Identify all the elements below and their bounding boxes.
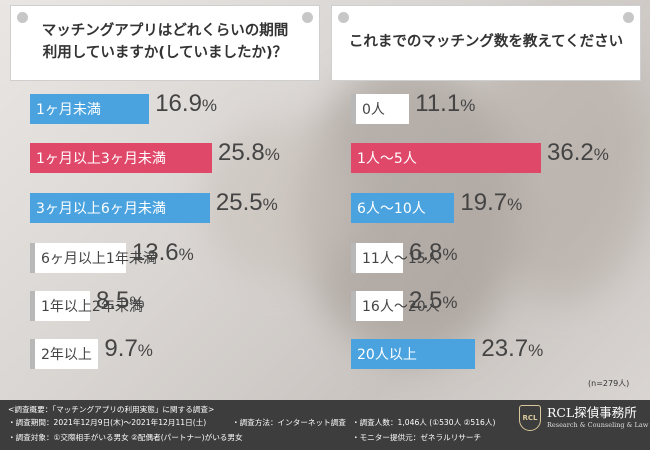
pin-icon <box>623 12 634 23</box>
category-label: 1年以上2年未満 <box>41 299 143 315</box>
company-tagline: Research & Counseling & Law <box>547 420 649 429</box>
bar: 6ヶ月以上1年未満 <box>30 243 157 273</box>
survey-title: <調査概要：「マッチングアプリの利用実態」に関する調査> <box>8 405 215 414</box>
value-label: 8.5% <box>95 287 145 314</box>
category-label: 16人～20人 <box>362 299 440 315</box>
bar: 11人～15人 <box>351 243 440 273</box>
value-label: 19.7% <box>460 189 523 216</box>
survey-target: ・調査対象：①交際相手がいる男女 ②配偶者(パートナー)がいる男女 <box>8 433 243 442</box>
value-label: 13.6% <box>131 239 194 266</box>
category-label: 6人～10人 <box>357 201 426 217</box>
category-label: 0人 <box>362 102 385 118</box>
value-label: 25.5% <box>215 189 278 216</box>
survey-monitor: ・モニター提供元：ゼネラルリサーチ <box>352 433 482 442</box>
value-label: 9.7% <box>104 335 153 362</box>
pin-icon <box>302 12 313 23</box>
survey-count: ・調査人数：1,046人 (①530人 ②516人) <box>352 418 496 427</box>
survey-method: ・調査方法：インターネット調査 <box>232 418 346 427</box>
category-label: 20人以上 <box>357 347 417 363</box>
bar: 20人以上 <box>351 339 476 369</box>
pin-icon <box>17 12 28 23</box>
sample-size-note: (n=279人) <box>588 379 630 388</box>
chart-2-title-text: これまでのマッチング数を教えてください <box>348 34 624 51</box>
bar: 1人～5人 <box>351 143 541 173</box>
pin-icon <box>338 12 349 23</box>
category-label: 6ヶ月以上1年未満 <box>41 251 157 267</box>
chart-2-title: これまでのマッチング数を教えてください <box>331 5 641 81</box>
category-label: 11人～15人 <box>362 251 440 267</box>
category-label: 1ヶ月未満 <box>36 102 101 118</box>
value-label: 36.2% <box>547 139 609 166</box>
company-name: RCL探偵事務所 <box>547 405 637 421</box>
value-label: 23.7% <box>481 335 544 362</box>
value-label: 2.5% <box>409 287 458 314</box>
category-label: 1ヶ月以上3ヶ月未満 <box>36 151 166 167</box>
value-label: 11.1% <box>415 90 476 117</box>
value-label: 16.9% <box>155 90 218 117</box>
bar: 6人～10人 <box>351 193 455 223</box>
category-label: 2年以上 <box>41 347 92 363</box>
background-photo <box>200 120 360 280</box>
chart-1-title-line-2: 利用していますか(していましたか)？ <box>42 45 288 61</box>
bar: 3ヶ月以上6ヶ月未満 <box>30 193 210 223</box>
value-label: 6.8% <box>409 239 458 266</box>
survey-footer: <調査概要：「マッチングアプリの利用実態」に関する調査> ・調査期間：2021年… <box>0 400 650 450</box>
chart-1-title-line-1: マッチングアプリはどれくらいの期間 <box>41 23 289 40</box>
survey-period: ・調査期間：2021年12月9日(木)～2021年12月11日(土) <box>8 418 207 427</box>
bar: 2年以上 <box>30 339 99 369</box>
value-label: 25.8% <box>218 139 280 166</box>
shield-icon: RCL <box>519 405 541 431</box>
bar: 1ヶ月未満 <box>30 94 150 124</box>
company-logo: RCL RCL探偵事務所 Research & Counseling & Law <box>519 405 648 431</box>
category-label: 1人～5人 <box>357 151 417 167</box>
bar: 0人 <box>351 94 410 124</box>
bar: 1ヶ月以上3ヶ月未満 <box>30 143 212 173</box>
bar: 16人～20人 <box>351 291 440 321</box>
chart-1-title: マッチングアプリはどれくらいの期間 利用していますか(していましたか)？ <box>10 5 320 81</box>
category-label: 3ヶ月以上6ヶ月未満 <box>36 201 166 217</box>
bar: 1年以上2年未満 <box>30 291 143 321</box>
